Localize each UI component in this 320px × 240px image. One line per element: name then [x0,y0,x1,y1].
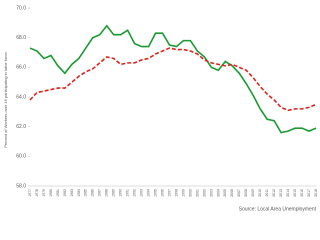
x-tick-label: 2012 [272,189,276,197]
x-tick-label: 2006 [230,189,234,197]
x-tick-label: 2016 [300,189,304,197]
y-tick-label: 68.0 [16,35,26,41]
x-tick-label: 1990 [119,189,123,197]
x-tick-label: 2015 [293,189,297,197]
x-tick-label: 2000 [188,189,192,197]
x-tick-label: 2002 [202,189,206,197]
x-tick-label: 1984 [77,189,81,197]
x-tick-label: 1979 [42,189,46,197]
x-tick-label: 1977 [28,189,32,197]
x-tick-label: 1986 [91,189,95,197]
x-tick-label: 2003 [209,189,213,197]
y-tick-label: 60.0 [16,154,26,160]
chart: Percent of Workers over 16 participating… [3,5,318,212]
x-tick-label: 1996 [160,189,164,197]
x-tick-label: 1989 [112,189,116,197]
x-tick-label: 2008 [244,189,248,197]
series-line [29,47,317,112]
x-tick-label: 2013 [279,189,283,197]
x-tick-label: 1985 [84,189,88,197]
x-tick-label: 1997 [167,189,171,197]
x-tick-label: 1978 [35,189,39,197]
x-tick-label: 1982 [63,189,67,197]
x-tick-label: 2014 [286,189,290,197]
x-tick-label: 1987 [98,189,102,197]
y-axis-label: Percent of Workers over 16 participating… [3,51,8,147]
series-line [29,24,317,134]
x-tick-label: 1995 [153,189,157,197]
x-tick-label: 2007 [237,189,241,197]
x-tick-label: 1998 [174,189,178,197]
y-tick-label: 64.0 [16,94,26,100]
x-tick-label: 2018 [314,189,318,197]
x-tick-label: 1988 [105,189,109,197]
x-tick-label: 1994 [147,189,151,197]
x-tick-label: 2010 [258,189,262,197]
y-tick-label: 62.0 [16,124,26,130]
y-tick-label: 66.0 [16,65,26,71]
y-tick-label: 58.0 [16,183,26,189]
x-tick-label: 1983 [70,189,74,197]
x-tick-label: 1999 [181,189,185,197]
x-tick-label: 2011 [265,189,269,197]
x-tick-label: 2001 [195,189,199,197]
x-tick-label: 2005 [223,189,227,197]
x-tick-label: 2009 [251,189,255,197]
x-tick-label: 2017 [307,189,311,197]
y-tick-label: 70.0 [16,5,26,11]
x-tick-label: 1991 [126,189,130,197]
x-tick-label: 1993 [140,189,144,197]
x-tick-label: 1981 [56,189,60,197]
x-tick-label: 1992 [133,189,137,197]
x-tick-label: 2004 [216,189,220,197]
x-tick-label: 1980 [49,189,53,197]
source-note: Source: Local Area Unemployment [239,206,317,212]
